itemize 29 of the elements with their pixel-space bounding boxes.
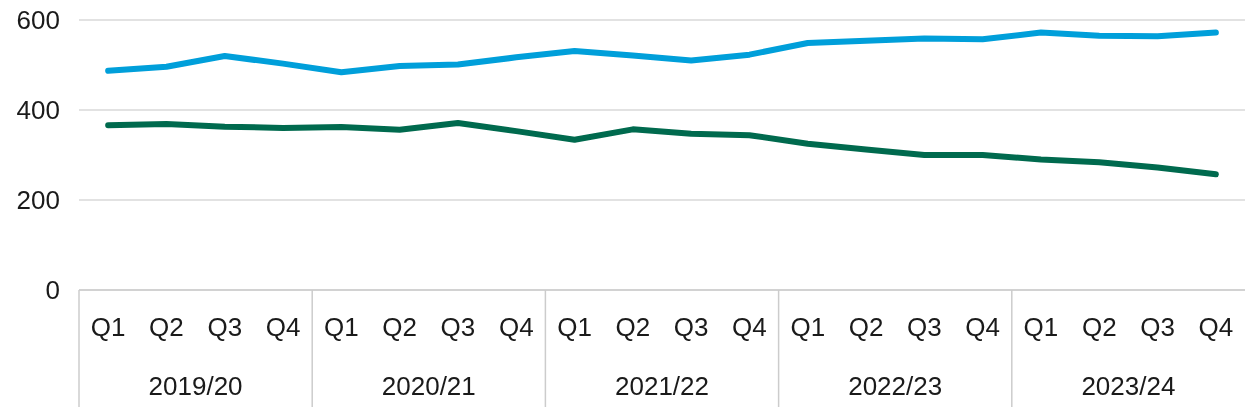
x-tick-label: Q2: [615, 312, 651, 342]
x-tick-label: Q4: [1198, 312, 1234, 342]
x-tick-label: Q3: [1140, 312, 1175, 342]
x-tick-label: Q2: [382, 312, 417, 342]
x-tick-label: Q3: [440, 312, 476, 342]
x-tick-label: Q4: [732, 312, 767, 342]
x-tick-label: Q2: [149, 312, 184, 342]
y-tick-label: 200: [16, 185, 60, 216]
x-tick-label: Q1: [557, 312, 592, 342]
x-tick-label: Q1: [324, 312, 359, 342]
text: 2022/23: [848, 371, 943, 401]
x-tick-label: Q2: [848, 312, 884, 342]
x-tick-label: Q4: [498, 312, 534, 342]
y-tick-label: 400: [16, 95, 60, 126]
text: 2019/20: [148, 371, 243, 401]
text: 2021/22: [615, 371, 709, 401]
y-tick-label: 0: [45, 275, 60, 306]
text: 2023/24: [1081, 371, 1176, 401]
x-tick-label: Q4: [265, 312, 301, 342]
x-tick-label: Q1: [90, 312, 126, 342]
x-tick-label: Q2: [1081, 312, 1117, 342]
x-tick-label: Q1: [1023, 312, 1059, 342]
x-tick-label: Q4: [965, 312, 1000, 342]
text: 2020/21: [381, 371, 476, 401]
x-tick-label: Q1: [790, 312, 826, 342]
x-tick-label: Q3: [207, 312, 243, 342]
y-tick-label: 600: [16, 5, 60, 36]
x-tick-label: Q3: [907, 312, 942, 342]
x-tick-label: Q3: [673, 312, 709, 342]
